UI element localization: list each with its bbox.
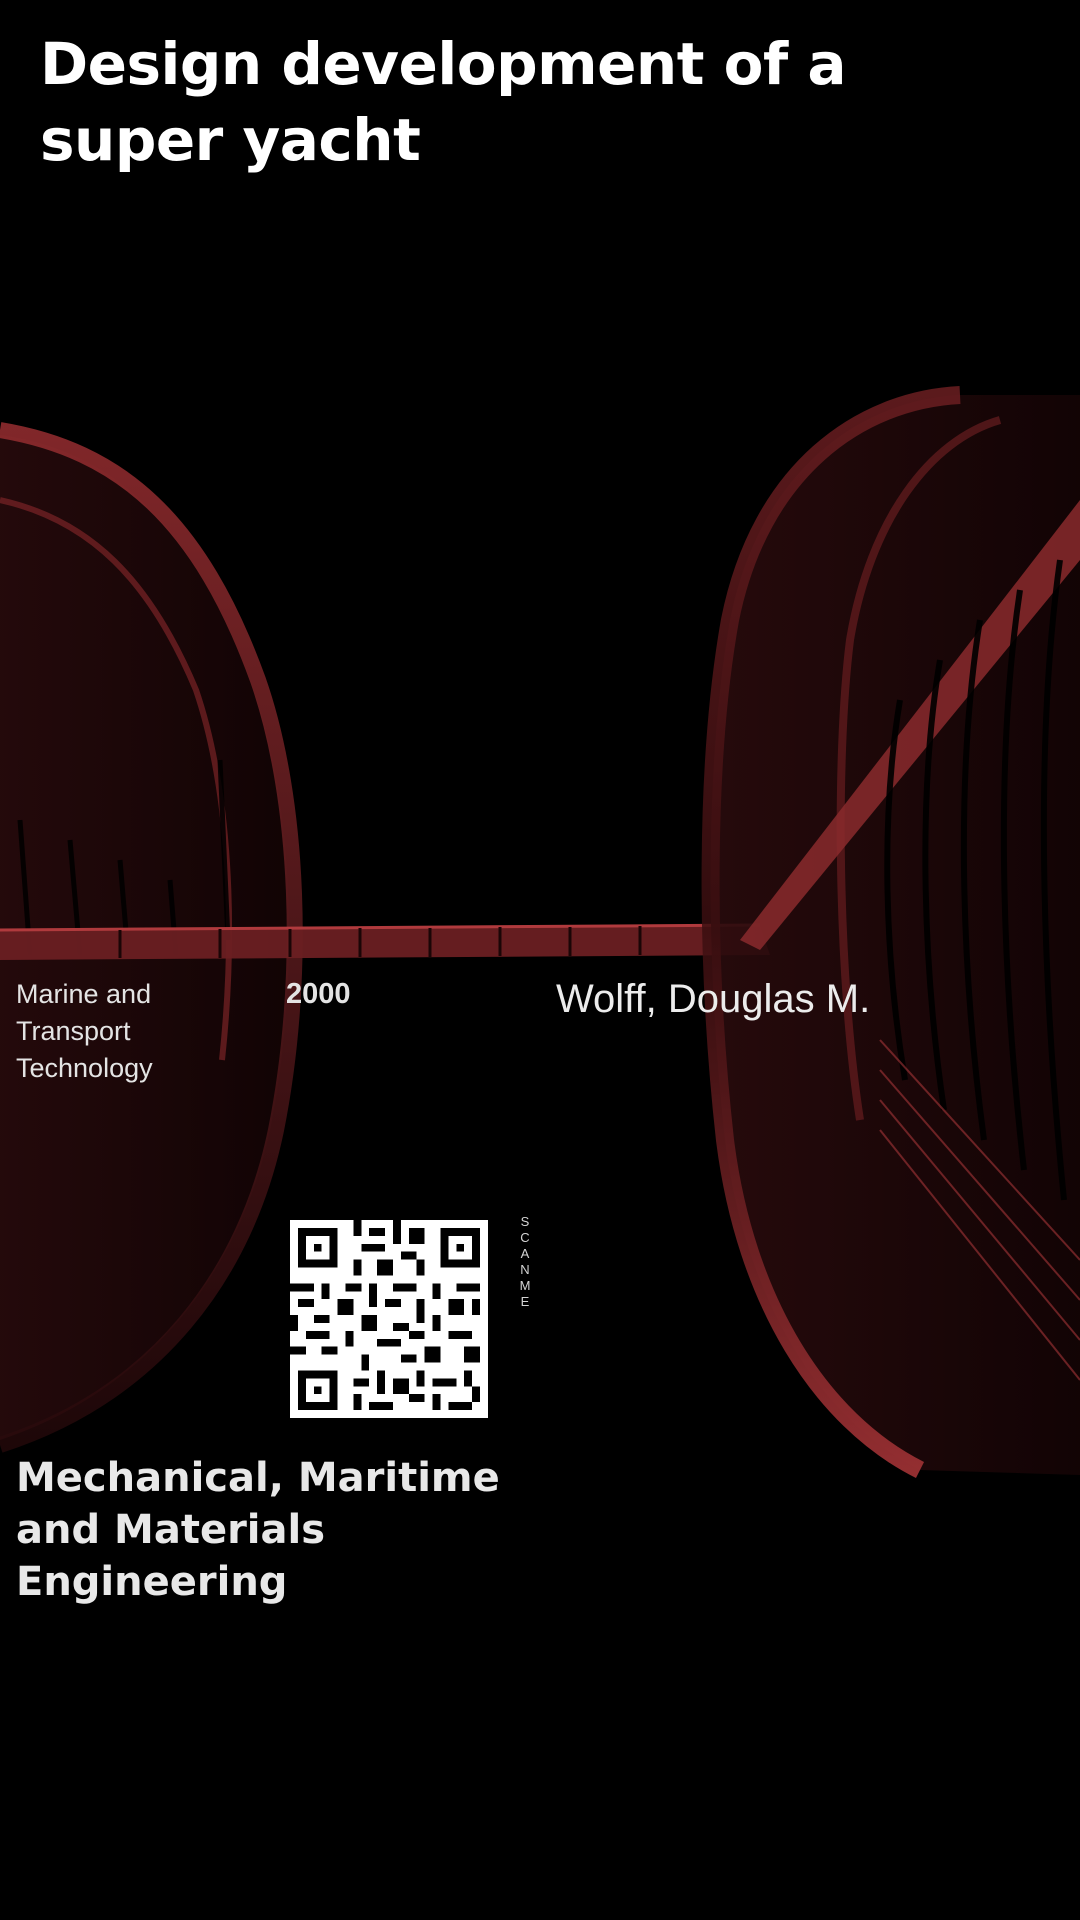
scan-me-caption: SCAN ME bbox=[519, 1214, 531, 1309]
author-name: Wolff, Douglas M. bbox=[556, 977, 871, 1021]
poster-title: Design development of a super yacht bbox=[40, 30, 847, 174]
faculty-name: Mechanical, Maritime and Materials Engin… bbox=[16, 1455, 500, 1605]
year-label: 2000 bbox=[286, 978, 351, 1010]
qr-code-icon[interactable] bbox=[290, 1220, 488, 1418]
programme-label: Marine and Transport Technology bbox=[16, 979, 153, 1083]
